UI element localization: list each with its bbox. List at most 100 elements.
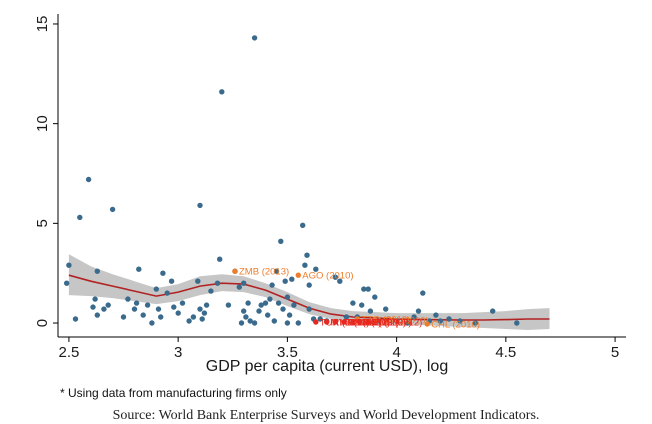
data-point — [171, 304, 177, 310]
data-point — [225, 302, 232, 308]
data-point — [195, 278, 201, 284]
data-point — [241, 280, 247, 286]
data-point — [367, 308, 374, 314]
data-point — [317, 316, 323, 322]
data-point — [144, 302, 151, 308]
data-point — [457, 318, 463, 324]
data-point — [280, 306, 286, 312]
data-point — [289, 276, 295, 282]
highlight-point — [324, 319, 330, 325]
data-point — [197, 306, 203, 312]
annotation-label: MEX (2010) — [339, 318, 390, 329]
data-point — [140, 312, 146, 318]
highlight-point — [356, 319, 363, 325]
data-point — [243, 314, 249, 320]
highlight-point — [295, 272, 301, 278]
y-tick-label: 15 — [34, 16, 51, 33]
x-tick-label: 4 — [392, 344, 400, 361]
data-point — [190, 314, 197, 320]
data-point — [201, 310, 208, 316]
data-point — [85, 176, 92, 183]
data-point — [149, 320, 155, 326]
data-point — [420, 290, 426, 296]
data-point — [433, 312, 439, 318]
data-point — [286, 312, 293, 318]
annotation-label: ZMB (2013) — [239, 267, 289, 278]
data-point — [136, 266, 142, 272]
annotation-label: MYS (2015) — [331, 318, 382, 329]
data-point — [361, 286, 367, 292]
data-point — [179, 300, 186, 306]
annotation-label: ZAF (2007) — [364, 318, 412, 329]
data-point — [376, 318, 382, 324]
data-point — [304, 252, 310, 258]
data-point — [291, 302, 297, 308]
data-point — [186, 318, 192, 324]
annotation-label: RUS (2012) — [372, 318, 422, 329]
data-point — [271, 318, 277, 324]
data-point — [199, 316, 205, 322]
data-point — [404, 320, 411, 326]
annotation-label: URY (2010) — [379, 316, 429, 327]
data-point — [343, 314, 350, 320]
data-point — [273, 268, 280, 274]
data-point — [365, 286, 371, 292]
data-point — [275, 300, 282, 306]
data-point — [262, 300, 269, 306]
data-point — [350, 300, 356, 306]
data-point — [153, 286, 159, 292]
data-point — [120, 314, 127, 320]
data-point — [125, 296, 131, 302]
data-point — [258, 302, 264, 308]
data-point — [63, 280, 70, 286]
data-point — [437, 318, 443, 324]
data-point — [101, 306, 107, 312]
data-point — [251, 320, 258, 326]
x-tick-label: 5 — [611, 344, 619, 361]
data-point — [306, 306, 312, 312]
scatter-points-layer — [63, 35, 520, 326]
annotation-label: CHL (2010) — [431, 320, 480, 331]
data-point — [72, 316, 79, 322]
x-tick-label: 4.5 — [495, 344, 516, 361]
annotation-label: CHN (2012) — [348, 318, 399, 329]
data-point — [313, 266, 319, 272]
data-point — [94, 312, 101, 318]
highlight-point — [365, 319, 371, 325]
highlight-point — [372, 317, 378, 323]
data-point — [514, 320, 520, 326]
data-point — [411, 314, 417, 320]
highlight-point — [313, 319, 319, 325]
data-point — [155, 306, 162, 312]
source-note: Source: World Bank Enterprise Surveys an… — [112, 408, 540, 423]
data-point — [472, 320, 478, 326]
data-point — [168, 278, 175, 284]
x-tick-label: 3.5 — [277, 344, 298, 361]
y-tick-label: 5 — [34, 219, 51, 227]
highlight-point — [232, 268, 238, 274]
data-point — [238, 320, 245, 326]
data-point — [197, 202, 203, 209]
data-point — [203, 302, 210, 308]
data-point — [133, 300, 140, 306]
highlight-point — [341, 319, 347, 325]
data-point — [90, 304, 96, 310]
data-point — [415, 308, 422, 314]
x-tick-label: 2.5 — [58, 344, 79, 361]
annotation-label: TTO (2010) — [361, 315, 410, 326]
data-point — [306, 282, 312, 288]
annotation-label: AGO (2010) — [302, 271, 353, 282]
data-point — [278, 238, 284, 244]
data-point — [282, 278, 288, 284]
data-point — [92, 296, 98, 302]
data-point — [332, 274, 339, 280]
annotation-layer: ZMB (2013) AGO (2010) TTO (2010)URY (2010)… — [232, 267, 480, 331]
data-point — [109, 206, 116, 213]
y-tick-label: 10 — [34, 115, 51, 132]
data-point — [241, 308, 247, 314]
y-tick-label: 0 — [34, 319, 51, 327]
data-point — [214, 280, 221, 286]
annotation-label: BRA (2009) — [357, 318, 406, 329]
data-point — [295, 320, 301, 326]
